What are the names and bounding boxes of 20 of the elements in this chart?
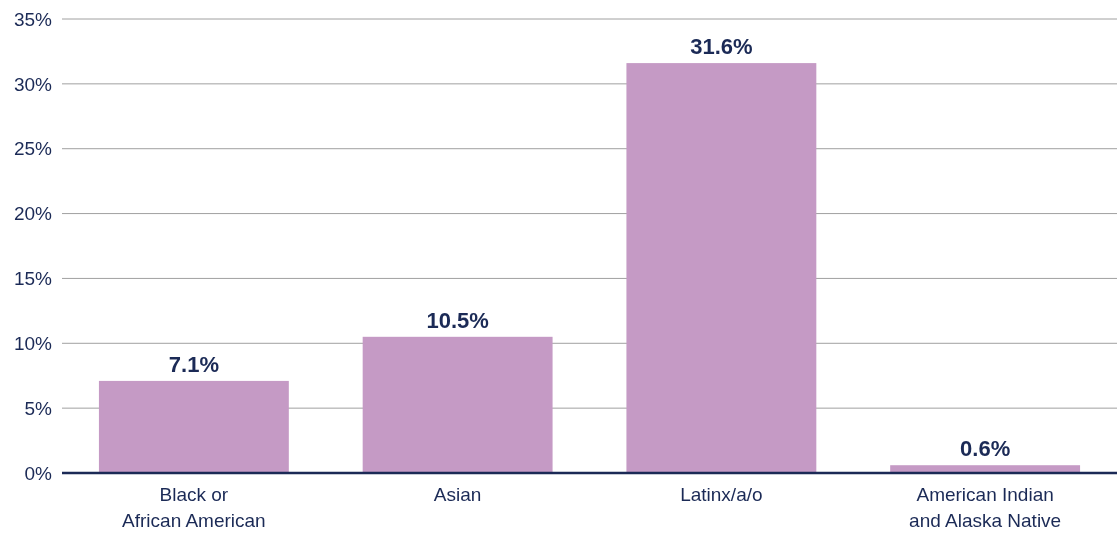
y-tick-label: 20%	[13, 203, 53, 225]
data-label: 31.6%	[690, 34, 753, 60]
bar	[626, 63, 817, 473]
data-label: 10.5%	[426, 307, 489, 333]
y-tick-label: 30%	[13, 73, 53, 95]
x-tick-label: Asian	[433, 484, 482, 505]
x-tick-label: American Indian and Alaska Native	[909, 484, 1062, 531]
bar	[98, 380, 289, 473]
y-tick-label: 35%	[13, 8, 53, 30]
y-tick-label: 25%	[13, 138, 53, 160]
y-tick-label: 10%	[13, 332, 53, 354]
x-tick-label: Black or African American	[122, 484, 266, 531]
y-tick-label: 0%	[24, 462, 53, 484]
x-tick-label: Latinx/a/o	[680, 484, 763, 505]
y-tick-label: 15%	[13, 268, 53, 290]
bar	[362, 336, 553, 473]
data-label: 7.1%	[168, 351, 219, 377]
data-label: 0.6%	[960, 436, 1011, 462]
bar	[890, 465, 1081, 473]
y-tick-label: 5%	[24, 397, 53, 419]
